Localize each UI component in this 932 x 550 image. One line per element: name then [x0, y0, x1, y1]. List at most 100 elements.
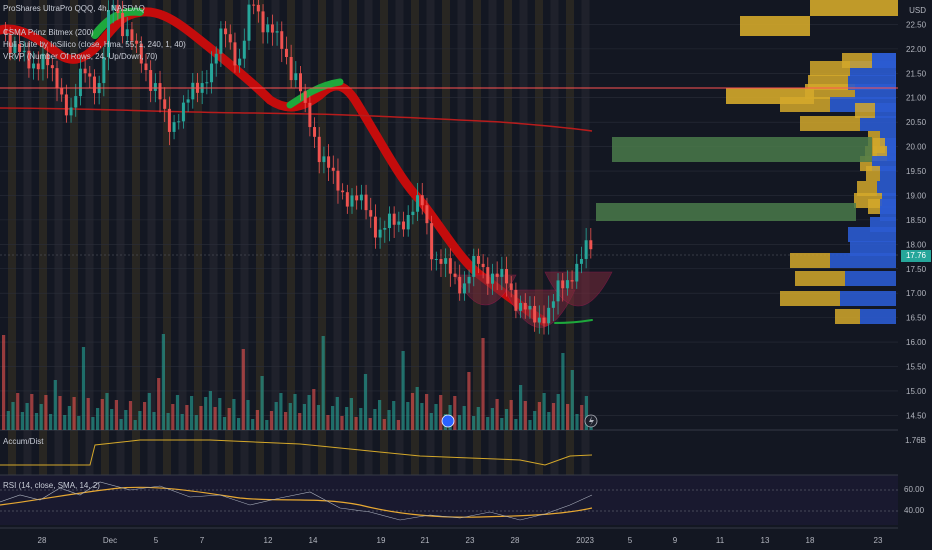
indicator-vrvp[interactable]: VRVP (Number Of Rows, 24, Up/Down, 70): [3, 52, 158, 61]
volume-bar: [387, 410, 391, 430]
volume-bar: [72, 397, 76, 430]
candle-body: [219, 28, 223, 54]
volume-bar: [124, 410, 128, 430]
candle-body: [167, 108, 171, 132]
volume-bar: [152, 412, 156, 430]
candle-body: [92, 76, 96, 94]
session-stripe: [535, 0, 543, 475]
volume-bar: [457, 415, 462, 430]
vp-down-bar: [842, 53, 872, 68]
accum-dist-line: [0, 439, 593, 466]
volume-bar: [49, 414, 53, 430]
candle-body: [41, 53, 45, 70]
volume-bar: [86, 398, 90, 430]
candle-body: [181, 102, 185, 122]
candle-body: [261, 11, 265, 33]
vp-up-bar: [830, 253, 896, 268]
session-stripe: [240, 0, 249, 475]
time-tick-label: Dec: [103, 536, 117, 545]
time-tick-label: 11: [716, 536, 725, 545]
volume-bar: [96, 408, 100, 430]
volume-bar: [490, 408, 494, 430]
volume-bar: [429, 413, 433, 430]
session-stripe: [39, 0, 47, 475]
vp-down-bar: [790, 253, 830, 268]
volume-bar: [566, 404, 570, 430]
time-axis[interactable]: 28 Dec 5 7 12 14 19 21 23 28 2023 5 9 11 13 18 23: [38, 536, 883, 545]
volume-bar: [204, 397, 208, 430]
candle-body: [561, 280, 565, 289]
session-stripe: [70, 0, 78, 475]
candle-body: [60, 87, 64, 95]
candle-body: [18, 43, 22, 53]
candle-body: [308, 102, 312, 128]
volume-bar: [25, 403, 29, 430]
candle-body: [130, 29, 134, 41]
volume-bar: [504, 409, 509, 430]
volume-bar: [105, 393, 109, 430]
volume-bar: [171, 404, 175, 430]
candle-body: [144, 63, 148, 71]
volume-bar: [345, 407, 349, 430]
vp-down-bar: [795, 271, 845, 286]
candle-body: [439, 258, 443, 264]
price-tick-label: 15.50: [906, 362, 927, 371]
volume-bar: [425, 394, 429, 430]
candle-body: [481, 263, 485, 268]
candle-body: [313, 127, 317, 137]
candle-body: [256, 4, 260, 12]
candle-body: [88, 73, 92, 77]
volume-bar: [213, 407, 217, 430]
volume-bar: [208, 391, 212, 430]
candle-body: [411, 211, 415, 215]
volume-bar: [467, 372, 471, 430]
candle-body: [542, 317, 546, 324]
volume-bar: [486, 417, 490, 430]
price-tick-label: 19.50: [906, 167, 927, 176]
candle-body: [533, 305, 537, 323]
session-stripe: [411, 0, 419, 475]
candle-body: [125, 29, 129, 37]
candle-body: [252, 4, 256, 6]
candle-body: [551, 301, 555, 308]
candle-body: [214, 53, 218, 64]
vp-down-bar: [810, 0, 898, 16]
volume-bar: [575, 414, 579, 430]
candle-body: [486, 267, 490, 284]
candle-body: [462, 283, 466, 294]
volume-bar: [373, 409, 377, 430]
candle-body: [416, 195, 420, 212]
session-stripe: [364, 0, 373, 475]
candle-body: [210, 63, 214, 83]
volume-bar: [180, 414, 184, 430]
session-stripe: [318, 0, 326, 475]
vp-up-bar: [848, 227, 896, 242]
rsi-label[interactable]: RSI (14, close, SMA, 14, 2): [3, 481, 100, 490]
vp-up-bar: [872, 53, 896, 68]
time-tick-label: 14: [309, 536, 318, 545]
volume-bar: [161, 334, 165, 430]
session-stripe: [550, 0, 559, 475]
chart-legend[interactable]: ProShares UltraPro QQQ, 4h, NASDAQ CSMA …: [3, 3, 186, 63]
volume-bar: [185, 405, 189, 430]
candle-body: [341, 190, 345, 193]
indicator-csma[interactable]: CSMA Prinz Bitmex (200): [3, 28, 94, 37]
candle-body: [336, 170, 340, 191]
volume-bar: [222, 417, 227, 430]
vp-down-bar: [866, 166, 880, 181]
price-axis[interactable]: 22.50 22.00 21.50 21.00 20.50 20.00 19.50 19.00…: [898, 0, 932, 550]
indicator-hull[interactable]: Hull Suite by InSilico (close, Hma, 55, …: [3, 40, 186, 49]
price-tick-label: 18.00: [906, 240, 927, 249]
symbol-title[interactable]: ProShares UltraPro QQQ, 4h, NASDAQ: [3, 4, 145, 13]
price-tick-label: 21.00: [906, 94, 927, 103]
time-tick-label: 13: [761, 536, 770, 545]
accum-dist-label[interactable]: Accum/Dist: [3, 437, 44, 446]
volume-bar: [556, 394, 560, 430]
accum-dist-pane: [0, 439, 593, 466]
candle-body: [22, 50, 26, 53]
event-markers[interactable]: [441, 414, 598, 428]
candle-body: [547, 307, 551, 324]
vp-down-bar: [868, 199, 880, 214]
volume-bar: [396, 420, 400, 430]
